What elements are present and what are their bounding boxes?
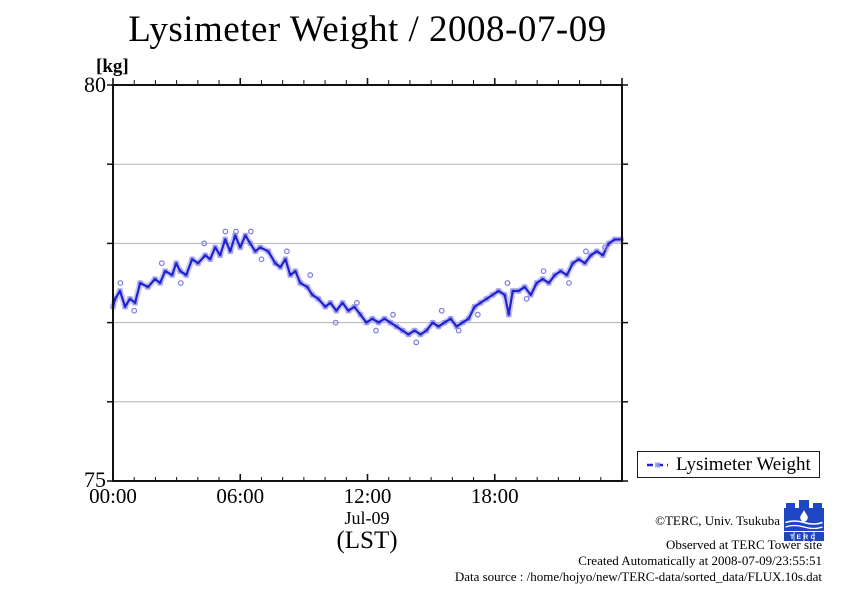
x-axis-timezone-label: (LST) <box>336 527 398 554</box>
x-axis-date-label: Jul-09 <box>344 508 390 528</box>
legend-line-sample-icon <box>647 462 668 467</box>
x-tick-label-1800: 18:00 <box>470 484 519 508</box>
logo-text: TERC <box>790 534 818 541</box>
data-source-text: Data source : /home/hojyo/new/TERC-data/… <box>454 569 822 584</box>
x-tick-label-0000: 00:00 <box>89 484 137 508</box>
legend-entry-label: Lysimeter Weight <box>676 454 811 475</box>
terc-logo: TERC <box>784 500 824 541</box>
y-tick-label-80: 80 <box>84 72 106 97</box>
observed-site-text: Observed at TERC Tower site <box>665 537 822 552</box>
chart-title: Lysimeter Weight / 2008-07-09 <box>128 9 607 50</box>
x-tick-label-0600: 06:00 <box>216 484 265 508</box>
legend-box: Lysimeter Weight <box>637 451 820 478</box>
created-timestamp-text: Created Automatically at 2008-07-09/23:5… <box>578 553 822 568</box>
x-tick-label-1200: 12:00 <box>343 484 392 508</box>
copyright-text: ©TERC, Univ. Tsukuba <box>655 513 780 528</box>
y-axis-unit-label: [kg] <box>96 56 129 77</box>
water-drop-icon <box>800 510 808 522</box>
y-tick-label-75: 75 <box>84 467 106 492</box>
